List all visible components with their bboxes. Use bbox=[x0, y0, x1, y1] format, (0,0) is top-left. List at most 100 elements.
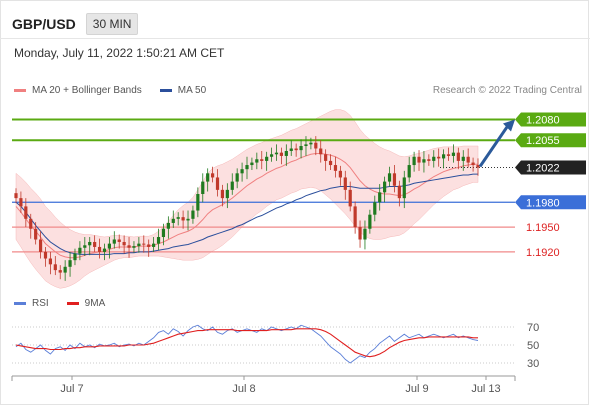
candle-body bbox=[29, 218, 33, 229]
candle-body bbox=[328, 160, 333, 166]
candle-body bbox=[122, 241, 126, 246]
x-tick-label-1: Jul 8 bbox=[232, 383, 255, 395]
symbol-title: GBP/USD bbox=[12, 16, 76, 32]
candle-body bbox=[368, 214, 372, 229]
candle-body bbox=[14, 193, 18, 199]
ma20-swatch bbox=[14, 89, 26, 92]
x-tick-label-3: Jul 13 bbox=[471, 383, 500, 395]
candle-body bbox=[240, 169, 244, 174]
forecast-arrow-layer bbox=[478, 119, 515, 168]
candle-body bbox=[294, 148, 298, 151]
rsi-ma9-line bbox=[15, 328, 478, 358]
candle-body bbox=[176, 217, 180, 219]
candle-body bbox=[127, 245, 131, 248]
candle-body bbox=[245, 165, 249, 170]
candle-body bbox=[93, 241, 97, 247]
x-axis: Jul 7 Jul 8 Jul 9 Jul 13 bbox=[11, 375, 516, 395]
candle-body bbox=[230, 181, 234, 190]
candle-body bbox=[466, 156, 470, 163]
candle-body bbox=[432, 156, 436, 161]
candle-body bbox=[343, 177, 347, 190]
candle-body bbox=[186, 218, 190, 221]
chart-header: GBP/USD 30 MIN bbox=[12, 12, 139, 36]
candle-body bbox=[338, 170, 342, 178]
level-label-1.1980: 1.1980 bbox=[526, 197, 560, 209]
candle-body bbox=[422, 159, 426, 163]
candle-body bbox=[201, 181, 205, 194]
x-tick-label-0: Jul 7 bbox=[60, 383, 83, 395]
candle-body bbox=[407, 165, 411, 178]
candle-body bbox=[235, 173, 239, 182]
candle-body bbox=[309, 142, 313, 145]
rsi-label: RSI bbox=[32, 298, 49, 309]
timeframe-badge[interactable]: 30 MIN bbox=[85, 13, 139, 35]
candle-body bbox=[220, 189, 225, 199]
ma20-label: MA 20 + Bollinger Bands bbox=[32, 85, 142, 96]
forecast-arrow-shaft bbox=[478, 124, 510, 168]
legend-ma50: MA 50 bbox=[159, 85, 207, 96]
header-divider bbox=[0, 38, 590, 39]
candle-body bbox=[417, 156, 421, 163]
candle-body bbox=[314, 142, 318, 149]
rsi-legend: RSI 9MA bbox=[14, 298, 105, 309]
candle-body bbox=[471, 162, 475, 166]
candle-body bbox=[24, 206, 28, 219]
candle-body bbox=[107, 243, 111, 249]
candle-body bbox=[269, 154, 274, 157]
candle-body bbox=[83, 245, 87, 248]
candle-body bbox=[353, 206, 357, 228]
candle-body bbox=[38, 239, 43, 252]
candle-body bbox=[63, 266, 67, 273]
candle-body bbox=[19, 198, 23, 207]
candle-body bbox=[289, 148, 293, 151]
candle-body bbox=[215, 177, 220, 190]
level-label-1.1950: 1.1950 bbox=[526, 222, 560, 234]
candle-body bbox=[363, 228, 367, 240]
candle-body bbox=[441, 154, 446, 159]
candle-body bbox=[274, 152, 279, 155]
candle-body bbox=[392, 173, 397, 186]
candle-body bbox=[397, 185, 401, 199]
candle-body bbox=[387, 173, 392, 182]
candle-body bbox=[161, 228, 166, 238]
candles-layer bbox=[14, 136, 480, 281]
ma50-line bbox=[15, 173, 478, 255]
candle-body bbox=[43, 251, 48, 259]
candle-body bbox=[112, 239, 116, 244]
candle-body bbox=[451, 152, 456, 156]
price-levels-layer bbox=[12, 118, 515, 253]
ma20-line bbox=[15, 152, 478, 259]
candle-body bbox=[181, 217, 185, 221]
candle-body bbox=[196, 194, 200, 211]
candle-body bbox=[152, 243, 156, 247]
level-label-1.2080: 1.2080 bbox=[526, 115, 560, 127]
candle-body bbox=[48, 258, 53, 265]
candle-body bbox=[279, 152, 284, 156]
price-legend: MA 20 + Bollinger Bands MA 50 bbox=[14, 85, 206, 96]
rsi-panel: 70 50 30 bbox=[12, 322, 539, 370]
candle-body bbox=[147, 244, 151, 247]
candle-body bbox=[348, 189, 352, 207]
candle-body bbox=[68, 260, 72, 267]
moving-average-layer bbox=[15, 152, 478, 259]
candle-body bbox=[117, 239, 121, 242]
rsi-swatch bbox=[14, 302, 26, 305]
candle-body bbox=[88, 241, 92, 246]
rsi-level-label-70: 70 bbox=[527, 322, 539, 334]
level-label-1.2055: 1.2055 bbox=[526, 135, 560, 147]
ma50-label: MA 50 bbox=[177, 85, 207, 96]
candle-body bbox=[383, 181, 387, 193]
level-tag-1.2055 bbox=[515, 133, 586, 148]
candle-body bbox=[456, 152, 460, 161]
forecast-arrow-head bbox=[503, 119, 515, 132]
candle-body bbox=[225, 189, 229, 199]
legend-ma20: MA 20 + Bollinger Bands bbox=[14, 85, 142, 96]
candle-body bbox=[97, 246, 102, 252]
candle-body bbox=[324, 154, 328, 161]
candle-body bbox=[250, 162, 254, 166]
candle-body bbox=[206, 173, 210, 182]
candle-body bbox=[255, 159, 259, 163]
candle-body bbox=[427, 159, 431, 161]
ma50-swatch bbox=[159, 89, 172, 92]
